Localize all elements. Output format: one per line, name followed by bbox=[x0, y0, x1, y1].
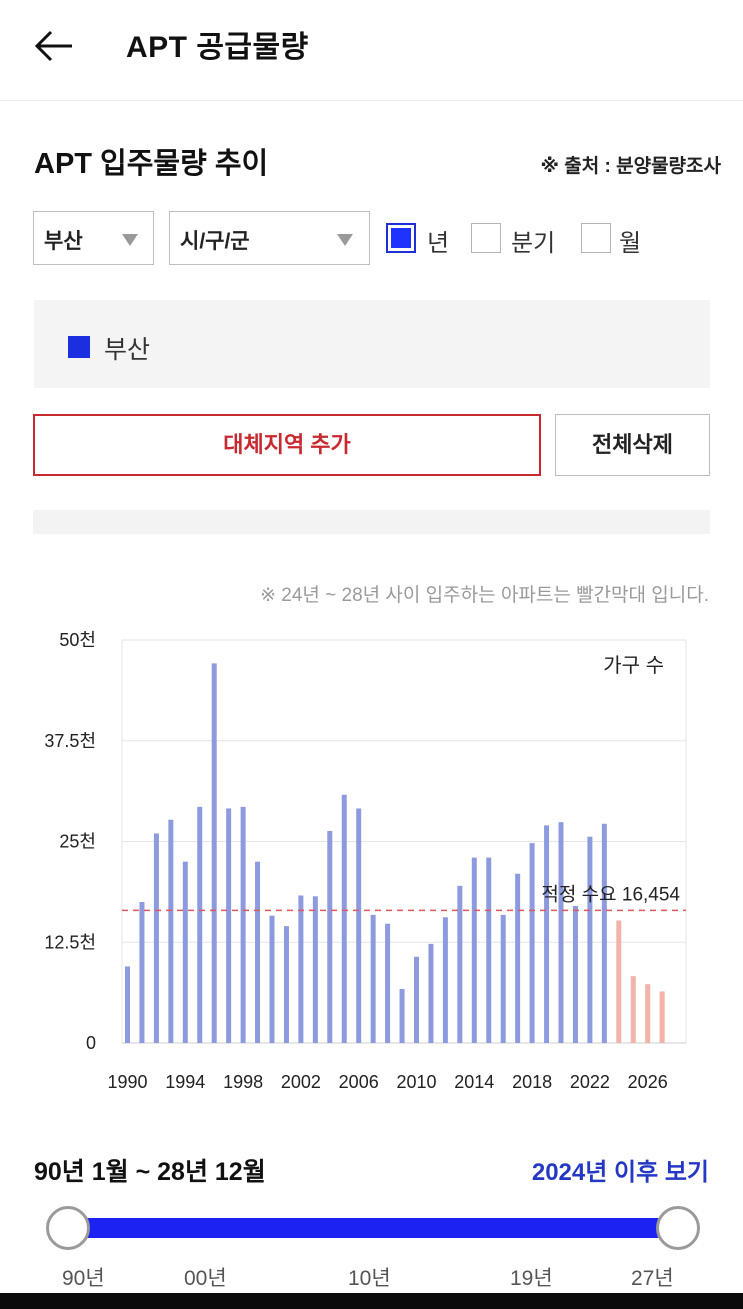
district-select[interactable]: 시/구/군 bbox=[169, 211, 370, 265]
chevron-down-icon bbox=[122, 234, 138, 246]
chart-bar bbox=[645, 984, 651, 1043]
x-tick-label: 2022 bbox=[570, 1072, 610, 1092]
chart-bar bbox=[544, 825, 550, 1043]
legend-box: 부산 bbox=[34, 300, 710, 388]
page-title: APT 공급물량 bbox=[126, 31, 309, 64]
chart-note: ※ 24년 ~ 28년 사이 입주하는 아파트는 빨간막대 입니다. bbox=[260, 585, 709, 606]
slider-label-10: 10년 bbox=[348, 1267, 391, 1290]
chart-bar bbox=[471, 857, 477, 1043]
chart-bar bbox=[356, 808, 362, 1043]
x-tick-label: 2010 bbox=[396, 1072, 436, 1092]
legend-swatch bbox=[68, 336, 90, 358]
divider-band bbox=[33, 510, 710, 534]
chart-bar bbox=[616, 920, 622, 1043]
chart-bar bbox=[283, 926, 289, 1043]
legend-label: 부산 bbox=[104, 336, 151, 364]
chart-bar bbox=[370, 914, 376, 1043]
range-slider-track[interactable] bbox=[68, 1218, 678, 1238]
chart-bar bbox=[125, 966, 130, 1043]
delete-all-button[interactable]: 전체삭제 bbox=[555, 414, 710, 476]
chart-bar bbox=[385, 923, 391, 1043]
x-tick-label: 2006 bbox=[339, 1072, 379, 1092]
range-slider-start-handle[interactable] bbox=[46, 1206, 90, 1250]
chart-bar bbox=[572, 905, 578, 1043]
chart-bar bbox=[442, 917, 448, 1043]
period-month-label: 월 bbox=[619, 230, 642, 257]
x-tick-label: 2018 bbox=[512, 1072, 552, 1092]
date-range-text: 90년 1월 ~ 28년 12월 bbox=[34, 1158, 266, 1186]
x-tick-label: 1998 bbox=[223, 1072, 263, 1092]
chart-bar bbox=[327, 831, 333, 1043]
chart-bar bbox=[197, 806, 203, 1043]
range-slider-end-handle[interactable] bbox=[656, 1206, 700, 1250]
chart-bar bbox=[457, 885, 463, 1043]
region-select-value: 부산 bbox=[44, 230, 83, 253]
app-header: APT 공급물량 bbox=[0, 0, 743, 101]
slider-label-27: 27년 bbox=[631, 1267, 674, 1290]
chart-bar bbox=[529, 843, 535, 1043]
chart-bar bbox=[139, 901, 145, 1043]
chart-bar bbox=[240, 806, 246, 1043]
chart-bar bbox=[587, 836, 593, 1043]
y-tick-label: 12.5천 bbox=[44, 932, 96, 952]
chart-bar bbox=[255, 861, 261, 1043]
chart-bar bbox=[182, 861, 188, 1043]
chevron-down-icon bbox=[337, 234, 353, 246]
chart-bar bbox=[558, 822, 564, 1043]
chart-bar bbox=[341, 794, 347, 1043]
chart-bar bbox=[298, 895, 304, 1043]
view-after-2024-link[interactable]: 2024년 이후 보기 bbox=[531, 1159, 709, 1186]
y-tick-label: 50천 bbox=[59, 630, 96, 650]
chart-bar bbox=[486, 857, 492, 1043]
slider-label-19: 19년 bbox=[510, 1267, 553, 1290]
threshold-label: 적정 수요 16,454 bbox=[541, 883, 680, 905]
y-tick-label: 0 bbox=[86, 1033, 96, 1053]
series-label: 가구 수 bbox=[603, 654, 664, 677]
supply-bar-chart: 50천 37.5천 25천 12.5천 0 1990 1994 1998 2002 2006 201… bbox=[44, 630, 687, 1092]
y-tick-label: 25천 bbox=[59, 832, 96, 852]
chart-bar bbox=[269, 915, 275, 1043]
x-tick-label: 2002 bbox=[281, 1072, 321, 1092]
chart-bar bbox=[630, 976, 636, 1043]
chart-bar bbox=[601, 823, 607, 1043]
x-tick-label: 1990 bbox=[107, 1072, 147, 1092]
chart-bar bbox=[153, 833, 159, 1043]
period-quarter-label: 분기 bbox=[511, 230, 556, 257]
chart-bar bbox=[211, 663, 217, 1043]
period-month-checkbox[interactable] bbox=[581, 223, 611, 253]
x-tick-label: 2026 bbox=[628, 1072, 668, 1092]
period-quarter-checkbox[interactable] bbox=[471, 223, 501, 253]
region-select[interactable]: 부산 bbox=[33, 211, 154, 265]
district-select-value: 시/구/군 bbox=[180, 230, 250, 253]
add-alternate-region-button[interactable]: 대체지역 추가 bbox=[33, 414, 541, 476]
chart-bar bbox=[399, 988, 405, 1043]
slider-label-90: 90년 bbox=[62, 1267, 105, 1290]
back-arrow-icon[interactable] bbox=[34, 28, 74, 64]
period-year-checkbox[interactable] bbox=[386, 223, 416, 253]
chart-bar bbox=[226, 808, 232, 1043]
x-tick-label: 1994 bbox=[165, 1072, 205, 1092]
period-year-label: 년 bbox=[427, 230, 450, 257]
source-note: ※ 출처 : 분양물량조사 bbox=[540, 156, 721, 177]
x-tick-label: 2014 bbox=[454, 1072, 494, 1092]
chart-bar bbox=[414, 956, 419, 1043]
system-bottom-bar bbox=[0, 1293, 743, 1309]
chart-bar bbox=[500, 914, 506, 1043]
chart-bar bbox=[515, 873, 521, 1043]
chart-bar bbox=[168, 819, 174, 1043]
slider-label-00: 00년 bbox=[184, 1267, 227, 1290]
section-title: APT 입주물량 추이 bbox=[34, 148, 269, 180]
chart-bar bbox=[312, 896, 318, 1043]
y-tick-label: 37.5천 bbox=[44, 731, 96, 751]
chart-bar bbox=[428, 943, 434, 1043]
chart-bar bbox=[659, 991, 665, 1043]
